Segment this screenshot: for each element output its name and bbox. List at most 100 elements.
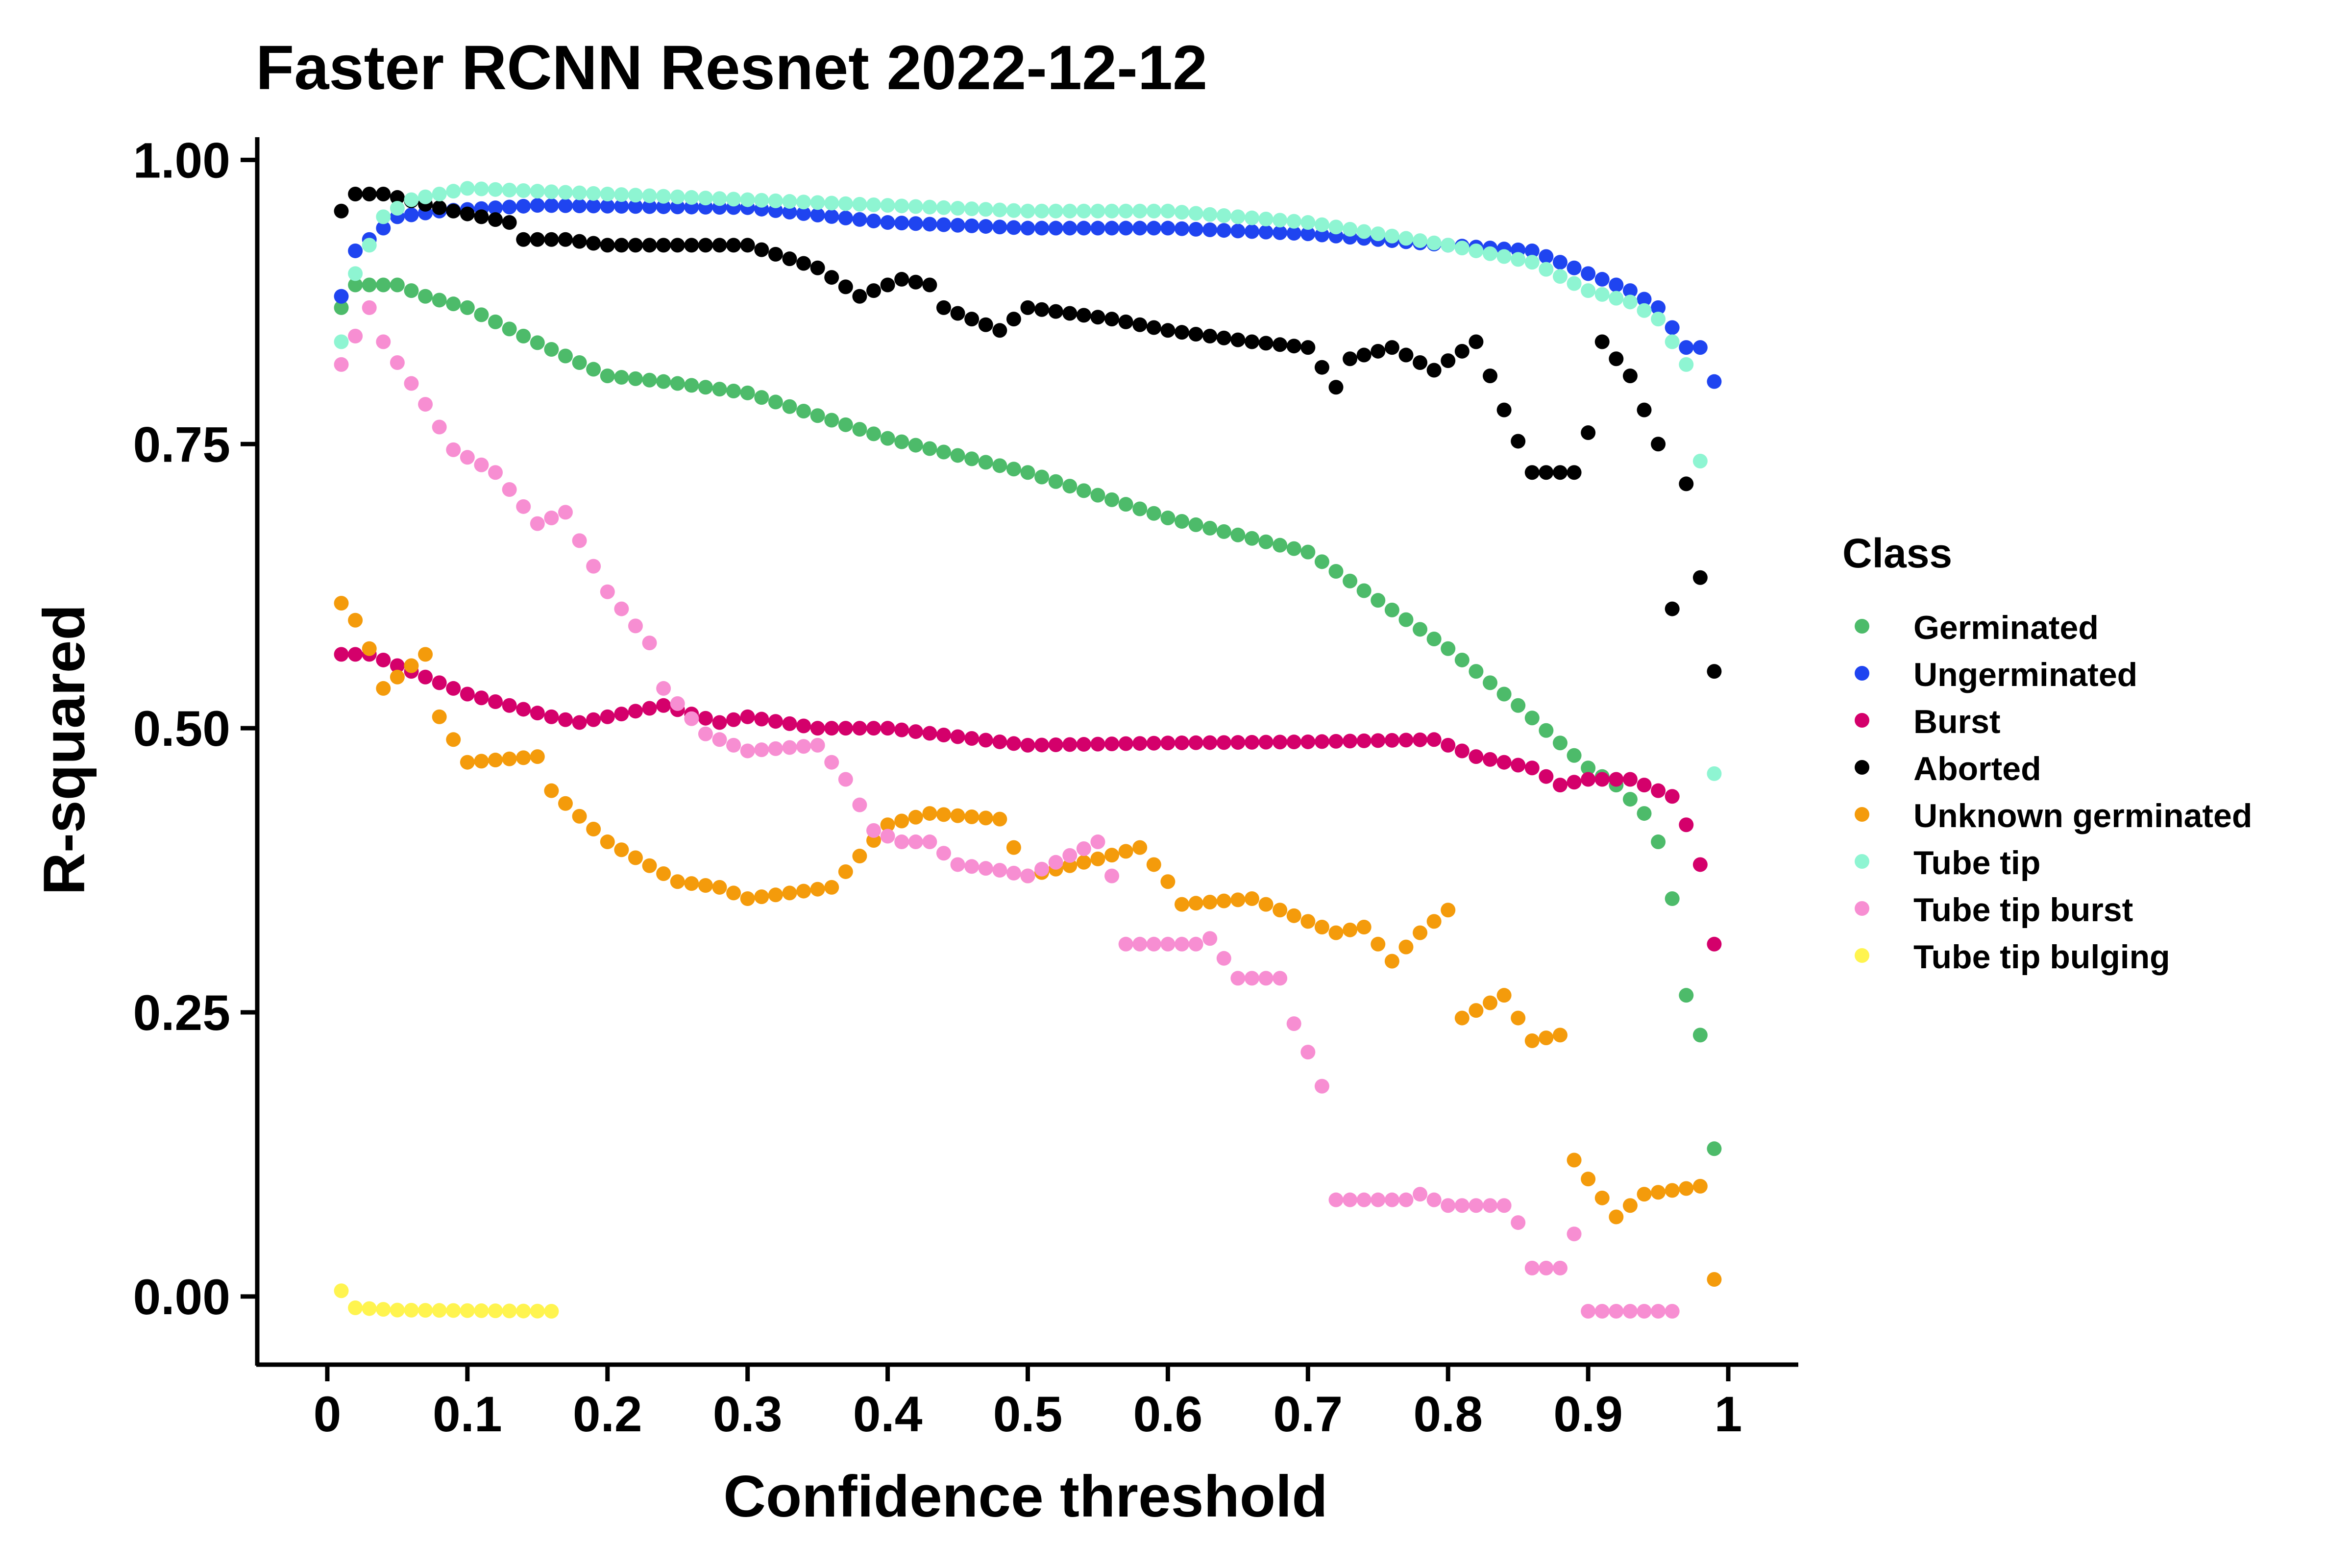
data-point: [1020, 465, 1035, 480]
data-point: [1622, 1303, 1638, 1319]
data-point: [1258, 897, 1274, 912]
data-point: [1665, 891, 1680, 906]
data-point: [852, 422, 867, 437]
data-point: [880, 431, 895, 446]
data-point: [1273, 538, 1288, 553]
data-point: [978, 861, 993, 876]
data-point: [1034, 302, 1050, 317]
data-point: [810, 195, 825, 210]
data-point: [1692, 454, 1708, 469]
data-point: [586, 362, 601, 377]
data-point: [404, 283, 419, 298]
data-point: [1146, 936, 1161, 952]
data-point: [1273, 735, 1288, 750]
data-point: [782, 251, 797, 267]
data-point: [1454, 1198, 1470, 1213]
data-point: [530, 706, 545, 721]
data-point: [1622, 368, 1638, 384]
data-point: [796, 883, 811, 899]
data-point: [586, 712, 601, 727]
data-point: [1384, 733, 1399, 748]
data-point: [586, 198, 601, 214]
data-point: [950, 448, 965, 463]
x-tick-label: 0.8: [1413, 1386, 1483, 1442]
data-point: [1426, 1192, 1442, 1207]
data-point: [1398, 733, 1414, 748]
data-point: [390, 277, 405, 293]
chart-title: Faster RCNN Resnet 2022-12-12: [256, 33, 1207, 103]
data-point: [1496, 249, 1512, 264]
data-point: [922, 217, 937, 232]
data-point: [964, 859, 980, 874]
data-point: [978, 202, 993, 217]
data-point: [712, 732, 727, 747]
legend-label: Germinated: [1913, 609, 2099, 646]
data-point: [516, 198, 531, 214]
data-point: [1104, 492, 1120, 507]
data-point: [1384, 954, 1399, 969]
data-point: [418, 189, 433, 204]
data-point: [502, 751, 517, 766]
data-point: [1356, 920, 1372, 935]
data-point: [1006, 865, 1021, 881]
data-point: [1469, 243, 1484, 258]
data-point: [656, 374, 671, 389]
data-point: [894, 813, 909, 829]
data-point: [1651, 312, 1666, 327]
data-point: [460, 686, 475, 702]
data-point: [642, 238, 657, 253]
data-point: [460, 1303, 475, 1318]
data-point: [614, 842, 629, 858]
data-point: [1048, 737, 1063, 752]
data-point: [1076, 737, 1091, 752]
series-germinated: [334, 277, 1722, 1156]
data-point: [1062, 848, 1078, 863]
data-point: [922, 834, 937, 850]
data-point: [782, 204, 797, 220]
data-point: [1146, 220, 1161, 236]
data-point: [684, 190, 699, 205]
data-point: [558, 348, 573, 364]
data-point: [1202, 894, 1218, 909]
data-point: [1230, 527, 1246, 542]
data-point: [362, 238, 377, 253]
data-point: [670, 376, 685, 391]
data-point: [1581, 266, 1596, 281]
data-point: [1511, 1010, 1526, 1026]
data-point: [1202, 735, 1218, 750]
data-point: [894, 722, 909, 737]
data-point: [1637, 402, 1652, 417]
data-point: [1692, 570, 1708, 585]
data-point: [432, 186, 447, 201]
data-point: [796, 256, 811, 271]
data-point: [586, 236, 601, 251]
data-point: [348, 277, 363, 293]
data-point: [1511, 758, 1526, 773]
data-point: [936, 300, 951, 315]
data-point: [782, 716, 797, 731]
data-point: [684, 876, 699, 891]
data-point: [614, 238, 629, 253]
data-point: [1314, 1078, 1329, 1094]
data-point: [530, 198, 545, 213]
data-point: [950, 808, 965, 823]
series-tube-tip: [334, 181, 1722, 781]
data-point: [516, 702, 531, 717]
data-point: [1496, 988, 1512, 1003]
data-point: [1692, 1178, 1708, 1194]
data-point: [1552, 1260, 1568, 1275]
data-point: [1160, 874, 1176, 889]
data-point: [1216, 208, 1231, 223]
data-point: [1594, 1303, 1610, 1319]
data-point: [1273, 213, 1288, 228]
data-point: [586, 559, 601, 574]
data-point: [1160, 735, 1176, 751]
data-point: [824, 196, 839, 211]
data-point: [1258, 212, 1274, 226]
data-point: [726, 192, 741, 207]
data-point: [1034, 737, 1050, 753]
data-point: [810, 737, 825, 753]
data-point: [516, 499, 531, 514]
data-point: [1371, 936, 1386, 952]
data-point: [1230, 892, 1246, 907]
